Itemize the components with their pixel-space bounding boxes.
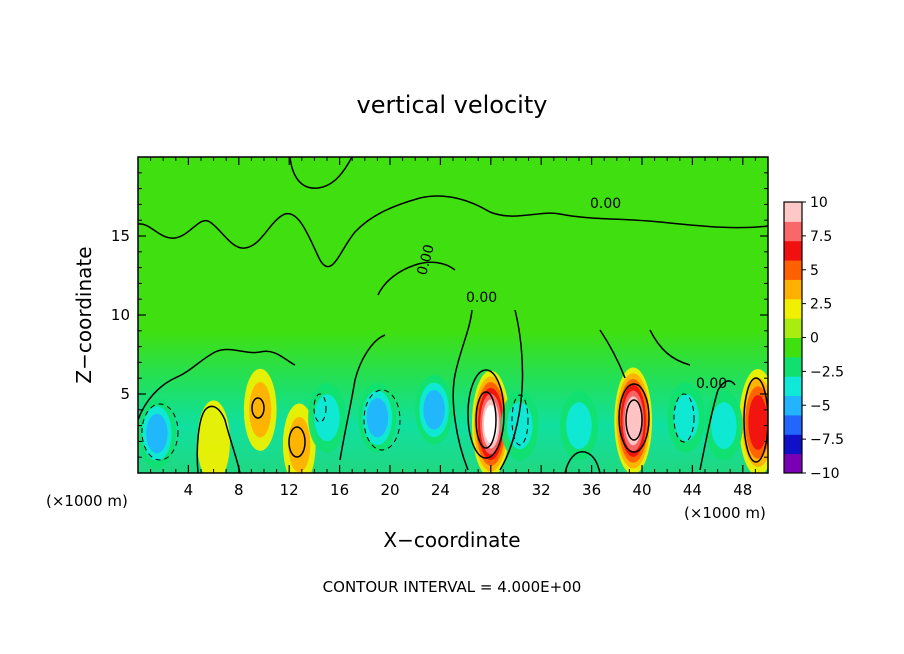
x-tick-label: 40 [632, 481, 651, 499]
downdraft-core [560, 390, 598, 461]
colorbar-tick-label: 0 [810, 331, 819, 347]
colorbar-tick-label: −5 [810, 398, 831, 414]
colorbar: 10 7.5 5 2.5 0 −2.5 −5 −7.5 −10 [783, 195, 844, 482]
contour-loop-negative [313, 393, 327, 423]
contour-loop-negative [141, 403, 179, 461]
colorbar-tick-label: 5 [810, 263, 819, 279]
contour-line-zero [138, 195, 768, 268]
contour-loop [467, 369, 505, 459]
filled-contour-level [314, 394, 340, 442]
downdraft-core [358, 382, 397, 453]
x-axis-label: X−coordinate [383, 528, 520, 552]
contour-loop [251, 397, 265, 419]
contour-loop [625, 399, 643, 441]
colorbar-segment [784, 260, 802, 280]
colorbar-segment [784, 318, 802, 338]
colorbar-tick-label: −7.5 [810, 432, 844, 448]
x-tick-label: 32 [532, 481, 551, 499]
colorbar-segment [784, 376, 802, 397]
colorbar-segment [784, 434, 802, 455]
contour-interval-note: CONTOUR INTERVAL = 4.000E+00 [323, 578, 582, 596]
filled-contour-level [146, 413, 168, 454]
filled-contour-level [288, 416, 311, 473]
downdraft-core [667, 382, 705, 453]
contour-label: 0.00 [696, 376, 727, 392]
contour-line-zero [564, 451, 601, 473]
filled-contour-level [711, 402, 737, 450]
contour-label: 0.00 [414, 243, 438, 277]
downdraft-core [415, 375, 453, 445]
contour-line-zero [339, 334, 386, 461]
filled-contour-level [423, 390, 445, 430]
contour-loop [618, 383, 650, 453]
x-tick-label: 4 [184, 481, 194, 499]
filled-contour-level [624, 396, 642, 446]
updraft-core [282, 403, 316, 473]
colorbar-segment [784, 298, 802, 319]
filled-contour-level [566, 402, 592, 450]
filled-contour-level [748, 395, 768, 450]
colorbar-segment [784, 279, 802, 300]
chart-title: vertical velocity [357, 91, 548, 119]
updraft-core [471, 370, 510, 473]
filled-contour-level [197, 400, 230, 473]
colorbar-tick-label: 2.5 [810, 297, 832, 313]
contour-loop-negative [363, 389, 401, 451]
x-unit-right: (×1000 m) [684, 504, 766, 522]
x-tick-label: 36 [582, 481, 601, 499]
colorbar-segment [784, 453, 802, 474]
colorbar-tick-label: −2.5 [810, 364, 844, 380]
contour-loop [288, 426, 306, 458]
downdraft-core [500, 390, 539, 461]
updraft-core [243, 368, 277, 451]
colorbar-tick-label: 10 [810, 195, 828, 211]
filled-contour-level [249, 382, 272, 438]
colorbar-segment [784, 221, 802, 242]
colorbar-segment [784, 202, 802, 222]
filled-contour-level [366, 398, 389, 438]
contour-line-zero [377, 261, 456, 296]
y-tick-label: 15 [111, 227, 130, 245]
colorbar-tick-label: 7.5 [810, 229, 832, 245]
x-tick-label: 16 [330, 481, 349, 499]
contour-line-zero [289, 157, 353, 189]
x-tick-label: 24 [431, 481, 450, 499]
updraft-core [739, 369, 768, 473]
x-tick-label: 48 [733, 481, 752, 499]
contour-loop [475, 391, 497, 449]
contour-line-zero [699, 380, 736, 471]
downdraft-core [705, 390, 743, 461]
y-tick-label: 10 [111, 306, 130, 324]
x-tick-label: 8 [234, 481, 244, 499]
x-tick-label: 12 [280, 481, 299, 499]
downdraft-core [138, 398, 176, 469]
x-tick-label: 28 [481, 481, 500, 499]
contour-loop-negative [673, 393, 695, 443]
contour-label: 0.00 [466, 290, 497, 306]
x-tick-label: 20 [380, 481, 399, 499]
contour-label: 0.00 [590, 196, 621, 212]
contour-line-zero [138, 348, 296, 421]
contour-loop [743, 377, 768, 463]
y-axis-label: Z−coordinate [72, 246, 96, 383]
y-tick-label: 5 [120, 385, 130, 403]
contour-line-zero [452, 309, 524, 471]
updraft-core [197, 400, 230, 473]
colorbar-tick-label: −10 [810, 466, 840, 482]
x-tick-label: 44 [683, 481, 702, 499]
x-unit-left: (×1000 m) [46, 492, 128, 510]
colorbar-segment [784, 395, 802, 416]
downdraft-core [308, 382, 346, 453]
colorbar-segment [784, 337, 802, 358]
plot-background [138, 157, 768, 473]
colorbar-segment [784, 240, 802, 261]
contour-line-zero [599, 329, 691, 379]
contour-loop-negative [511, 394, 529, 446]
contour-line-zero [196, 405, 241, 473]
colorbar-segment [784, 356, 802, 377]
colorbar-segment [784, 414, 802, 435]
plot-area: 0.00 0.00 0.00 0.00 4 8 12 16 20 24 28 32 36 40 44… [111, 156, 769, 499]
